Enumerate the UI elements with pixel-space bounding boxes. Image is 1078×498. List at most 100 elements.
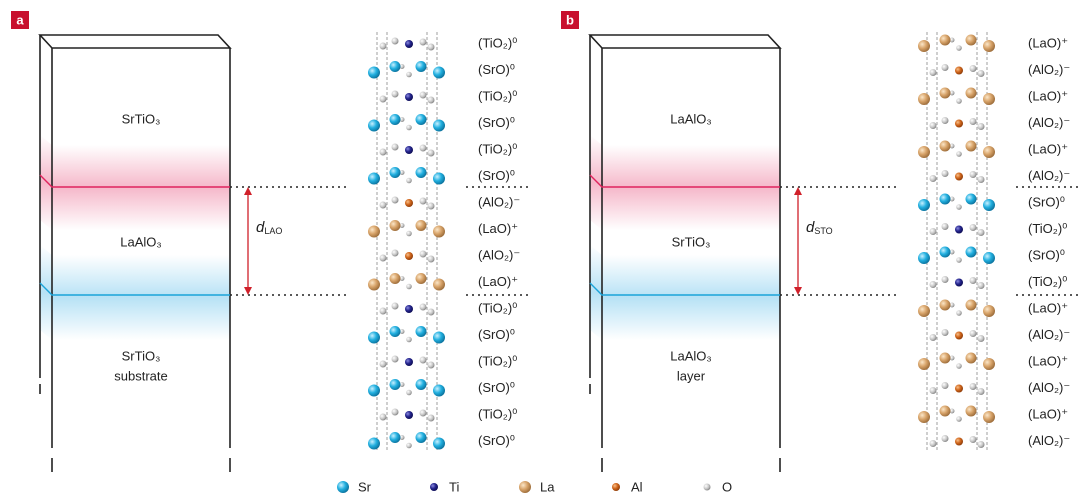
atom	[930, 69, 937, 76]
atom	[970, 118, 977, 125]
side-band	[40, 135, 52, 230]
atom	[405, 358, 413, 366]
spacing-label: dLAO	[256, 219, 282, 236]
spacing-subscript: STO	[814, 226, 832, 236]
atom	[942, 276, 949, 283]
atom	[405, 305, 413, 313]
box-top	[40, 35, 230, 48]
atom	[970, 171, 977, 178]
atom	[405, 93, 413, 101]
atom	[428, 44, 435, 51]
atom	[940, 35, 951, 46]
layer-name: SrTiO₃	[672, 234, 711, 249]
atom	[970, 330, 977, 337]
atom	[978, 441, 985, 448]
atom	[930, 228, 937, 235]
atom	[955, 67, 963, 75]
atom	[930, 281, 937, 288]
atom	[956, 204, 962, 210]
atom	[942, 435, 949, 442]
plane-label: (TiO₂)⁰	[1028, 274, 1067, 289]
atom	[970, 224, 977, 231]
plane-label: (TiO₂)⁰	[478, 141, 517, 156]
layer-name: LaAlO₃	[670, 111, 711, 126]
atom	[956, 363, 962, 369]
atom	[983, 93, 995, 105]
plane-label: (AlO₂)⁻	[1028, 115, 1070, 130]
atom	[405, 252, 413, 260]
atom	[978, 70, 985, 77]
box-top	[590, 35, 780, 48]
atom	[956, 98, 962, 104]
plane-label: (AlO₂)⁻	[478, 194, 520, 209]
atom	[983, 199, 995, 211]
atom	[420, 304, 427, 311]
atom	[955, 120, 963, 128]
plane-label: (TiO₂)⁰	[478, 353, 517, 368]
atom	[955, 226, 963, 234]
atom	[368, 385, 380, 397]
atom	[433, 120, 445, 132]
panel-label: a	[16, 12, 24, 27]
atom	[416, 61, 427, 72]
figure: aSrTiO₃LaAlO₃SrTiO₃substratedLAO(TiO₂)⁰(…	[0, 0, 1078, 498]
atom	[966, 35, 977, 46]
spacing-subscript: LAO	[264, 226, 282, 236]
atom	[956, 151, 962, 157]
atom	[940, 141, 951, 152]
atom	[956, 257, 962, 263]
atom	[416, 220, 427, 231]
atom	[956, 310, 962, 316]
atom	[368, 120, 380, 132]
atom	[940, 353, 951, 364]
arrow-head	[244, 187, 252, 195]
atom	[337, 481, 349, 493]
atom	[955, 438, 963, 446]
atom	[392, 91, 399, 98]
atom	[368, 226, 380, 238]
plane-label: (SrO)⁰	[1028, 247, 1065, 262]
atom	[966, 247, 977, 258]
atom	[918, 199, 930, 211]
atom	[416, 273, 427, 284]
atom	[392, 144, 399, 151]
atom	[368, 173, 380, 185]
layer-name: LaAlO₃	[670, 348, 711, 363]
atom	[940, 406, 951, 417]
spacing-label: dSTO	[806, 219, 833, 236]
atom	[428, 203, 435, 210]
atom	[918, 252, 930, 264]
plane-label: (AlO₂)⁻	[1028, 62, 1070, 77]
atom	[930, 122, 937, 129]
atom	[930, 334, 937, 341]
plane-label: (LaO)⁺	[1028, 406, 1068, 421]
atom	[380, 202, 387, 209]
layer-name: LaAlO₃	[120, 234, 161, 249]
atom	[406, 284, 412, 290]
atom	[416, 432, 427, 443]
atom	[406, 390, 412, 396]
legend-label: Ti	[449, 479, 459, 494]
atom	[955, 385, 963, 393]
atom	[416, 379, 427, 390]
plane-label: (SrO)⁰	[478, 115, 515, 130]
atom	[983, 305, 995, 317]
atom	[406, 178, 412, 184]
atom	[704, 484, 711, 491]
atom	[380, 149, 387, 156]
atom	[966, 141, 977, 152]
atom	[918, 305, 930, 317]
plane-label: (LaO)⁺	[1028, 353, 1068, 368]
atom	[380, 414, 387, 421]
atom	[428, 415, 435, 422]
legend-label: O	[722, 479, 732, 494]
atom	[405, 146, 413, 154]
plane-label: (LaO)⁺	[1028, 300, 1068, 315]
atom	[918, 40, 930, 52]
atom	[380, 255, 387, 262]
atom	[942, 64, 949, 71]
atom	[392, 356, 399, 363]
layer-name: SrTiO₃	[122, 111, 161, 126]
atom	[392, 250, 399, 257]
atom	[428, 362, 435, 369]
